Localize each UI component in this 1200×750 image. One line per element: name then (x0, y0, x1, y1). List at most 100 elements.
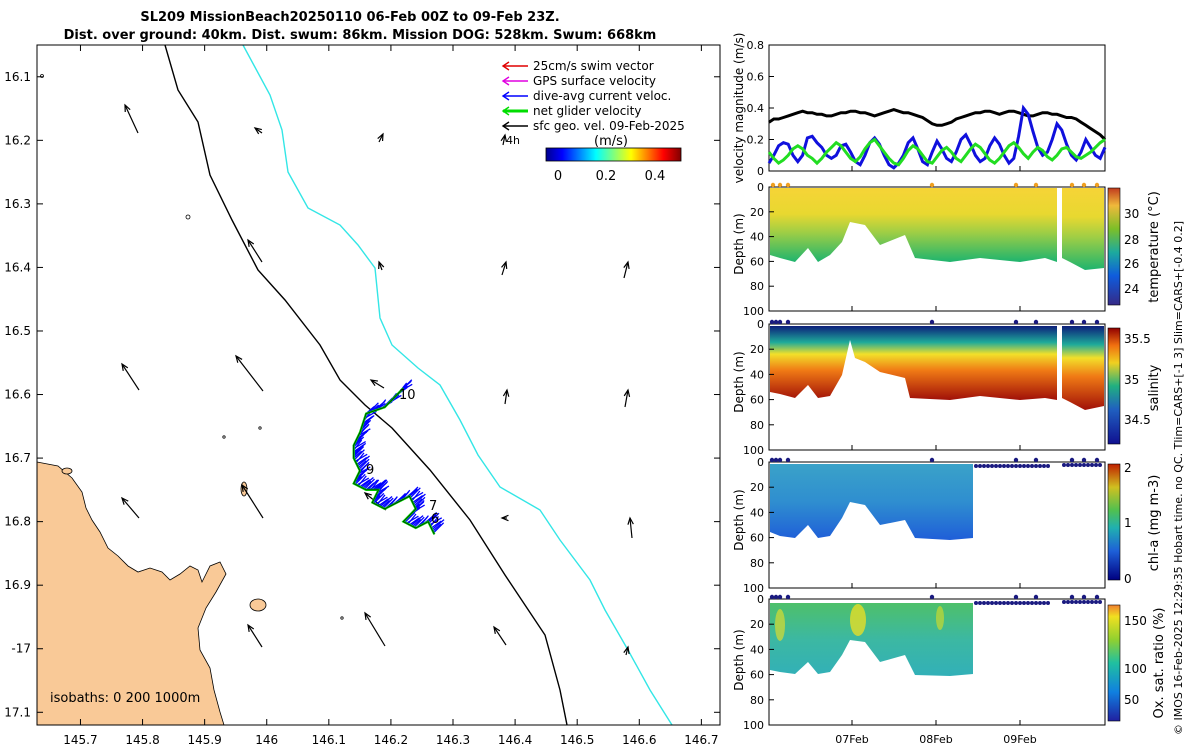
surface-marker (773, 594, 779, 600)
temperature-ylabel: Depth (m) (732, 213, 746, 274)
colorbar-tick: 0 (554, 169, 562, 184)
surface-marker (1081, 594, 1087, 600)
map-x-tick-label: 145.7 (63, 733, 97, 747)
cb-tick: 100 (1124, 662, 1147, 676)
depth-tick-label: 0 (757, 456, 764, 469)
surface-marker (1094, 463, 1098, 467)
oxygen-ylabel: Depth (m) (732, 629, 746, 690)
surface-marker (773, 457, 779, 463)
surface-marker (1038, 601, 1042, 605)
surface-marker (1022, 464, 1026, 468)
cb-tick: 24 (1124, 282, 1139, 296)
chla-colorbar (1107, 463, 1121, 581)
salinity-colorbar (1107, 327, 1121, 445)
surface-marker (777, 457, 783, 463)
map-y-tick-label: 16.3 (4, 197, 31, 211)
surface-marker (1082, 463, 1086, 467)
depth-tick-label: 100 (743, 719, 764, 732)
surface-marker (978, 601, 982, 605)
cb-tick: 35 (1124, 373, 1139, 387)
velocity-y-tick-label: 0.4 (747, 102, 765, 115)
surface-marker (929, 594, 935, 600)
depth-tick-label: 80 (750, 694, 764, 707)
depth-tick-label: 20 (750, 206, 764, 219)
surface-marker (785, 457, 791, 463)
surface-marker (990, 601, 994, 605)
velocity-panel: velocity magnitude (m/s) (732, 33, 1107, 183)
surface-marker (1094, 319, 1100, 325)
surface-marker (1042, 464, 1046, 468)
geo-velocity-arrow (378, 260, 385, 271)
surface-marker (1094, 600, 1098, 604)
surface-marker (1081, 182, 1087, 188)
surface-marker (974, 601, 978, 605)
depth-tick-label: 100 (743, 582, 764, 595)
depth-tick-label: 0 (757, 593, 764, 606)
surface-marker (1078, 463, 1082, 467)
surface-marker (1069, 319, 1075, 325)
geo-velocity-arrow (627, 516, 634, 539)
surface-marker (1081, 457, 1087, 463)
map-x-tick-label: 146 (255, 733, 278, 747)
surface-marker (1069, 182, 1075, 188)
surface-marker (1074, 463, 1078, 467)
map-x-tick-label: 145.8 (125, 733, 159, 747)
svg-text:sfc geo. vel. 09-Feb-2025: sfc geo. vel. 09-Feb-2025 (533, 119, 685, 133)
surface-marker (1042, 601, 1046, 605)
depth-tick-label: 0 (757, 181, 764, 194)
surface-marker (1069, 457, 1075, 463)
velocity-y-tick-label: 0.8 (747, 39, 765, 52)
surface-marker (777, 319, 783, 325)
svg-text:net glider velocity: net glider velocity (533, 104, 641, 118)
isobaths-note: isobaths: 0 200 1000m (50, 691, 200, 706)
map-y-tick-label: 16.6 (4, 388, 31, 402)
x-tick-label: 07Feb (835, 733, 868, 746)
surface-marker (986, 601, 990, 605)
surface-marker (785, 594, 791, 600)
surface-marker (1002, 464, 1006, 468)
temperature-panel: Depth (m) temperature (°C) 30 28 26 24 (732, 186, 1162, 312)
surface-marker (974, 464, 978, 468)
map-x-tick-label: 146.1 (312, 733, 346, 747)
velocity-series-line (767, 137, 1106, 167)
surface-marker (1090, 600, 1094, 604)
surface-marker (1018, 464, 1022, 468)
depth-tick-label: 100 (743, 305, 764, 318)
track-label: 9 (366, 463, 374, 478)
surface-marker (994, 601, 998, 605)
surface-marker (1034, 464, 1038, 468)
map-x-tick-label: 146.3 (436, 733, 470, 747)
legend-entry: GPS surface velocity (501, 74, 656, 88)
surface-marker (1010, 601, 1014, 605)
cb-tick: 0 (1124, 572, 1132, 586)
chart-title: SL209 MissionBeach20250110 06-Feb 00Z to… (140, 10, 560, 25)
cb-tick: 150 (1124, 614, 1147, 628)
surface-marker (1038, 464, 1042, 468)
depth-tick-label: 80 (750, 419, 764, 432)
surface-marker (1046, 464, 1050, 468)
surface-marker (1086, 600, 1090, 604)
geo-velocity-arrow (623, 645, 630, 656)
chart-subtitle: Dist. over ground: 40km. Dist. swum: 86k… (63, 28, 657, 43)
depth-tick-label: 60 (750, 255, 764, 268)
surface-marker (1033, 457, 1039, 463)
surface-marker (1013, 594, 1019, 600)
salinity-field (1062, 326, 1104, 410)
surface-marker (1090, 463, 1094, 467)
surface-marker (982, 601, 986, 605)
velocity-y-tick-label: 0 (757, 165, 764, 178)
legend-entry: sfc geo. vel. 09-Feb-2025 (501, 119, 685, 133)
surface-marker (1018, 601, 1022, 605)
surface-marker (1006, 464, 1010, 468)
geo-velocity-arrow (493, 625, 507, 646)
surface-marker (1066, 463, 1070, 467)
cb-tick: 34.5 (1124, 413, 1151, 427)
chla-cb-label: chl-a (mg m-3) (1147, 475, 1162, 572)
depth-tick-label: 20 (750, 343, 764, 356)
salinity-ylabel: Depth (m) (732, 351, 746, 412)
chla-field (770, 464, 973, 540)
map-y-tick-label: 17.1 (4, 705, 31, 719)
svg-text:GPS surface velocity: GPS surface velocity (533, 74, 656, 88)
cb-tick: 1 (1124, 516, 1132, 530)
depth-tick-label: 60 (750, 532, 764, 545)
